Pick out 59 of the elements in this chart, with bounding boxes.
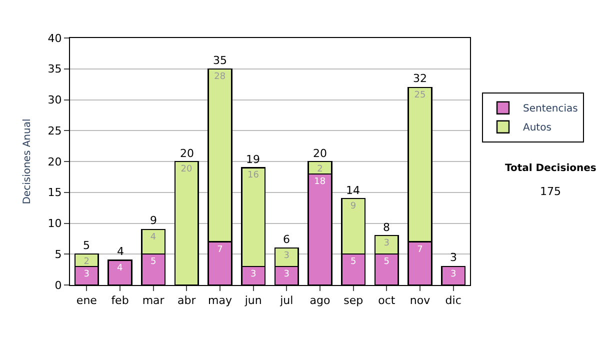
x-tick-label: sep	[344, 294, 364, 308]
x-tick-label: jun	[244, 294, 262, 308]
x-tick-label: dic	[445, 294, 462, 308]
x-tick-label: jul	[279, 294, 294, 308]
x-tick-label: oct	[378, 294, 396, 308]
data-label: 3	[384, 238, 390, 249]
y-tick-label: 10	[48, 217, 62, 230]
y-tick-label: 35	[48, 62, 62, 76]
x-tick-label: may	[208, 294, 232, 308]
data-label: 3	[284, 250, 290, 261]
data-label: 7	[417, 244, 423, 255]
x-tick-label: mar	[142, 294, 165, 308]
data-label: 25	[414, 90, 426, 100]
data-label: 5	[150, 257, 156, 268]
total-label: 20	[180, 147, 194, 160]
y-tick-label: 40	[48, 32, 62, 45]
data-label: 20	[180, 164, 193, 174]
data-label: 2	[84, 257, 90, 268]
y-tick-label: 0	[54, 278, 62, 292]
total-label: 9	[150, 214, 157, 227]
total-label: 3	[450, 251, 457, 264]
data-label: 5	[384, 257, 390, 268]
data-label: 4	[117, 263, 123, 274]
x-tick-label: feb	[111, 294, 129, 308]
x-tick-label: abr	[178, 294, 196, 308]
x-tick-label: ene	[76, 294, 98, 308]
data-label: 3	[84, 269, 90, 280]
data-label: 2	[317, 164, 323, 174]
total-label: 35	[213, 54, 227, 67]
data-label: 28	[214, 72, 226, 82]
data-label: 9	[350, 202, 356, 212]
y-axis-title: Decisiones Anual	[22, 118, 33, 204]
y-tick-label: 20	[48, 155, 62, 168]
x-tick-label: ago	[310, 294, 330, 308]
y-tick-label: 30	[48, 94, 62, 107]
total-label: 5	[83, 239, 90, 252]
legend-label: Sentencias	[523, 104, 578, 115]
total-label: 20	[313, 147, 327, 160]
data-label: 16	[247, 170, 260, 181]
data-label: 3	[450, 269, 456, 280]
data-label: 3	[250, 269, 256, 280]
total-label: 4	[117, 245, 124, 258]
data-label: 7	[217, 244, 223, 255]
total-label: 6	[283, 233, 290, 246]
total-label: 14	[346, 184, 360, 197]
y-tick-label: 25	[48, 124, 62, 138]
data-label: 4	[150, 232, 156, 242]
total-label: 19	[246, 153, 260, 166]
total-label: 8	[383, 221, 390, 234]
data-label: 3	[284, 269, 290, 280]
legend-label: Autos	[523, 122, 552, 134]
x-tick-label: nov	[410, 294, 431, 308]
data-label: 5	[350, 257, 356, 268]
text: 175	[540, 185, 561, 198]
y-tick-label: 15	[48, 186, 62, 200]
text: Total Decisiones	[505, 163, 596, 174]
total-label: 32	[413, 72, 427, 85]
data-label: 18	[314, 176, 326, 187]
y-tick-label: 5	[54, 248, 62, 261]
